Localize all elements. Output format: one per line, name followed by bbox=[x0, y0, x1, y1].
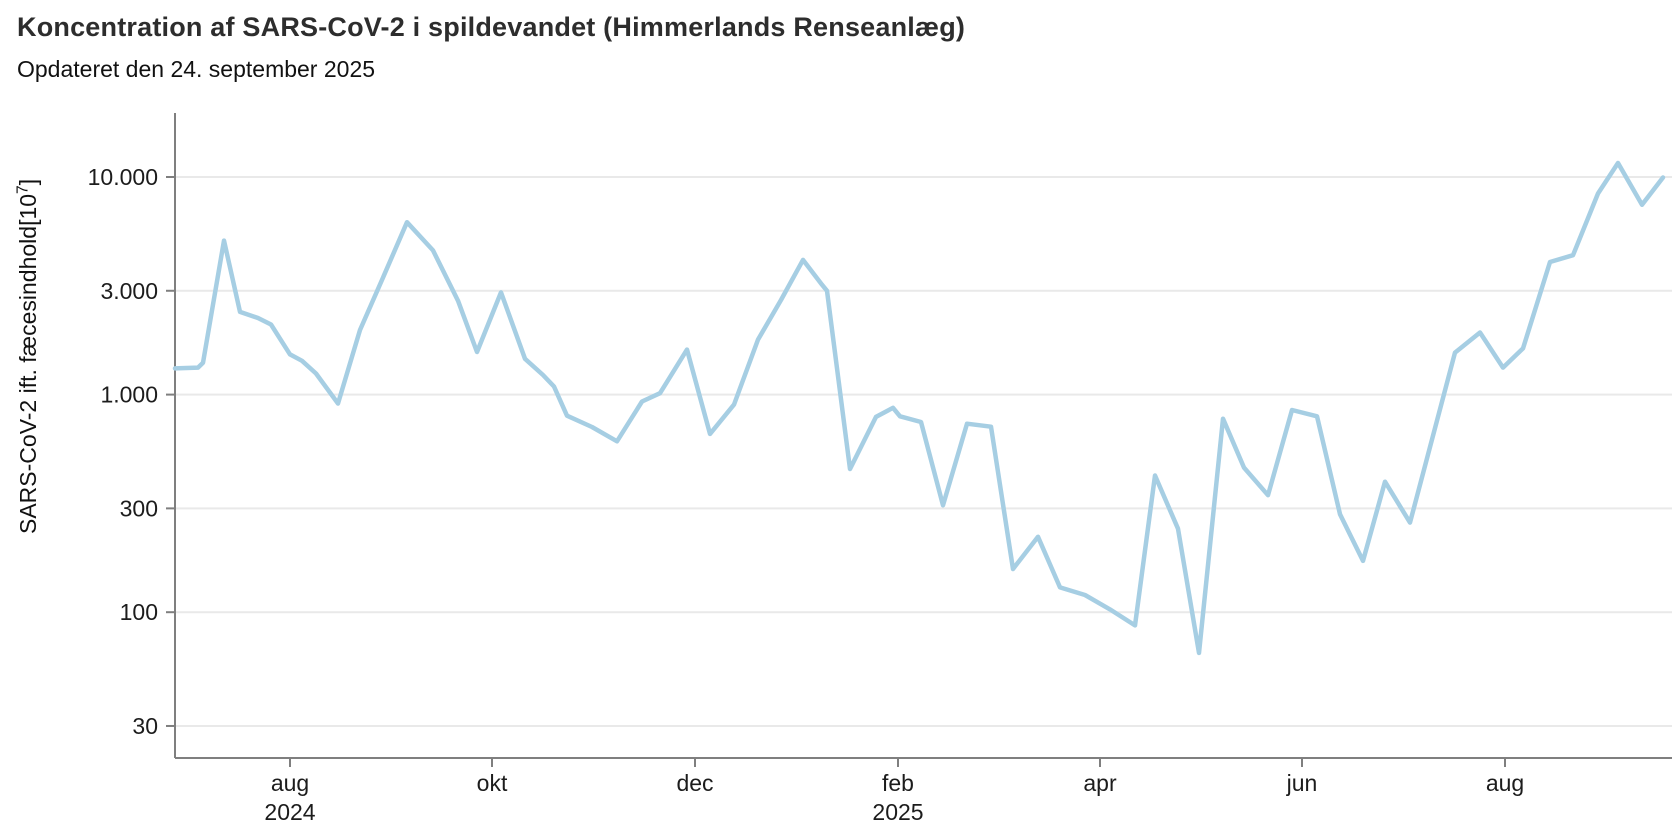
y-tick-label: 3.000 bbox=[100, 278, 158, 304]
y-tick-label: 100 bbox=[120, 599, 158, 625]
x-tick-label: aug bbox=[1486, 770, 1524, 796]
x-tick-label: feb bbox=[882, 770, 914, 796]
x-tick-label: jun bbox=[1286, 770, 1318, 796]
chart-title: Koncentration af SARS-CoV-2 i spildevand… bbox=[17, 12, 966, 42]
x-tick-year-label: 2025 bbox=[872, 799, 923, 825]
x-tick-label: apr bbox=[1083, 770, 1117, 796]
x-tick-label: okt bbox=[477, 770, 508, 796]
chart-subtitle: Opdateret den 24. september 2025 bbox=[17, 56, 376, 82]
x-tick-label: dec bbox=[676, 770, 713, 796]
concentration-line bbox=[172, 160, 1666, 656]
y-tick-label: 1.000 bbox=[100, 382, 158, 408]
y-tick-label: 10.000 bbox=[88, 164, 158, 190]
y-tick-label: 300 bbox=[120, 495, 158, 521]
y-tick-label: 30 bbox=[132, 713, 158, 739]
x-tick-label: aug bbox=[271, 770, 309, 796]
x-tick-year-label: 2024 bbox=[264, 799, 315, 825]
